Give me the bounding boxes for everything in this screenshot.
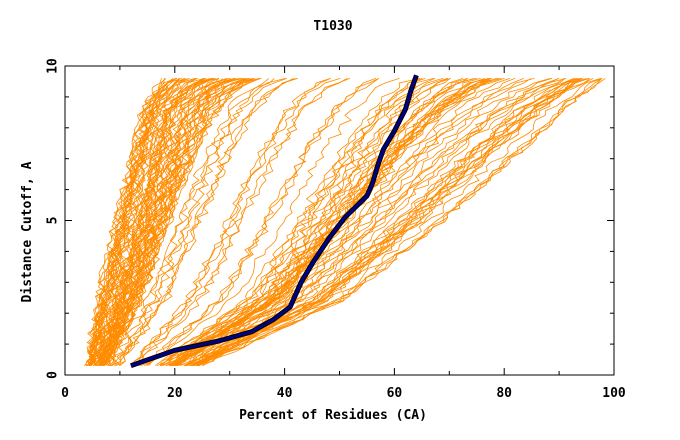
model-line: [95, 78, 214, 366]
x-tick-label: 100: [602, 386, 626, 401]
model-lines: [83, 78, 606, 367]
model-line: [94, 78, 216, 366]
model-line: [146, 78, 379, 367]
model-line: [169, 78, 469, 367]
model-line: [198, 78, 594, 367]
model-line: [87, 78, 181, 367]
model-line: [176, 78, 532, 367]
model-line: [196, 78, 603, 367]
model-line: [169, 78, 464, 367]
model-line: [202, 78, 606, 367]
model-line: [115, 78, 286, 366]
model-line: [85, 78, 183, 366]
x-tick-label: 40: [277, 386, 293, 401]
model-line: [190, 78, 582, 367]
model-line: [183, 78, 551, 367]
model-line: [197, 78, 591, 367]
model-line: [109, 78, 262, 366]
model-line: [88, 78, 177, 367]
model-line: [198, 78, 590, 366]
model-line: [96, 78, 216, 367]
model-line: [97, 78, 231, 367]
model-line: [183, 78, 565, 367]
model-line: [83, 78, 165, 366]
x-tick-label: 80: [496, 386, 512, 401]
model-line: [185, 78, 560, 367]
model-line: [186, 78, 567, 367]
model-line: [109, 78, 261, 366]
model-line: [130, 78, 341, 367]
model-line: [193, 78, 578, 367]
y-tick-label: 5: [46, 217, 61, 225]
model-line: [90, 78, 195, 366]
x-axis-label: Percent of Residues (CA): [239, 408, 427, 423]
model-line: [137, 78, 348, 367]
chart-title: T1030: [313, 19, 352, 34]
model-line: [195, 78, 577, 367]
model-line: [162, 78, 451, 367]
model-line: [160, 78, 444, 367]
highlight-line: [130, 74, 418, 368]
model-line: [114, 78, 287, 367]
model-line: [138, 78, 351, 366]
model-line: [115, 78, 298, 367]
model-line: [102, 78, 228, 366]
model-line: [101, 78, 240, 366]
model-line: [160, 78, 436, 366]
model-line: [105, 78, 250, 366]
model-line: [174, 78, 511, 367]
model-line: [119, 78, 297, 367]
model-line: [111, 78, 270, 366]
x-tick-label: 20: [167, 386, 183, 401]
model-line: [99, 78, 242, 367]
model-line: [159, 78, 426, 366]
model-line: [110, 78, 275, 367]
model-line: [165, 78, 477, 367]
x-tick-label: 60: [387, 386, 403, 401]
model-line: [174, 78, 492, 366]
highlight-line-group: [130, 74, 419, 369]
y-tick-label: 0: [46, 371, 61, 379]
model-line: [85, 78, 166, 367]
model-line: [103, 78, 254, 366]
model-line: [119, 78, 294, 366]
y-axis-label: Distance Cutoff, A: [20, 161, 35, 302]
model-line: [175, 78, 505, 367]
x-axis-ticks: 0 20 40 60 80 100: [61, 66, 626, 401]
model-line: [179, 78, 516, 366]
model-line: [180, 78, 524, 367]
model-line: [169, 78, 481, 367]
model-line: [102, 78, 249, 366]
model-line: [192, 78, 582, 367]
y-tick-label: 10: [46, 58, 61, 74]
y-axis-ticks: 0 5 10: [46, 58, 614, 379]
x-tick-label: 0: [61, 386, 69, 401]
model-line: [90, 78, 178, 366]
model-line: [148, 78, 400, 366]
model-line: [156, 78, 421, 367]
model-line: [88, 78, 176, 366]
model-line: [132, 78, 331, 366]
model-line: [192, 78, 580, 367]
model-line: [184, 78, 553, 367]
model-line: [195, 78, 603, 367]
